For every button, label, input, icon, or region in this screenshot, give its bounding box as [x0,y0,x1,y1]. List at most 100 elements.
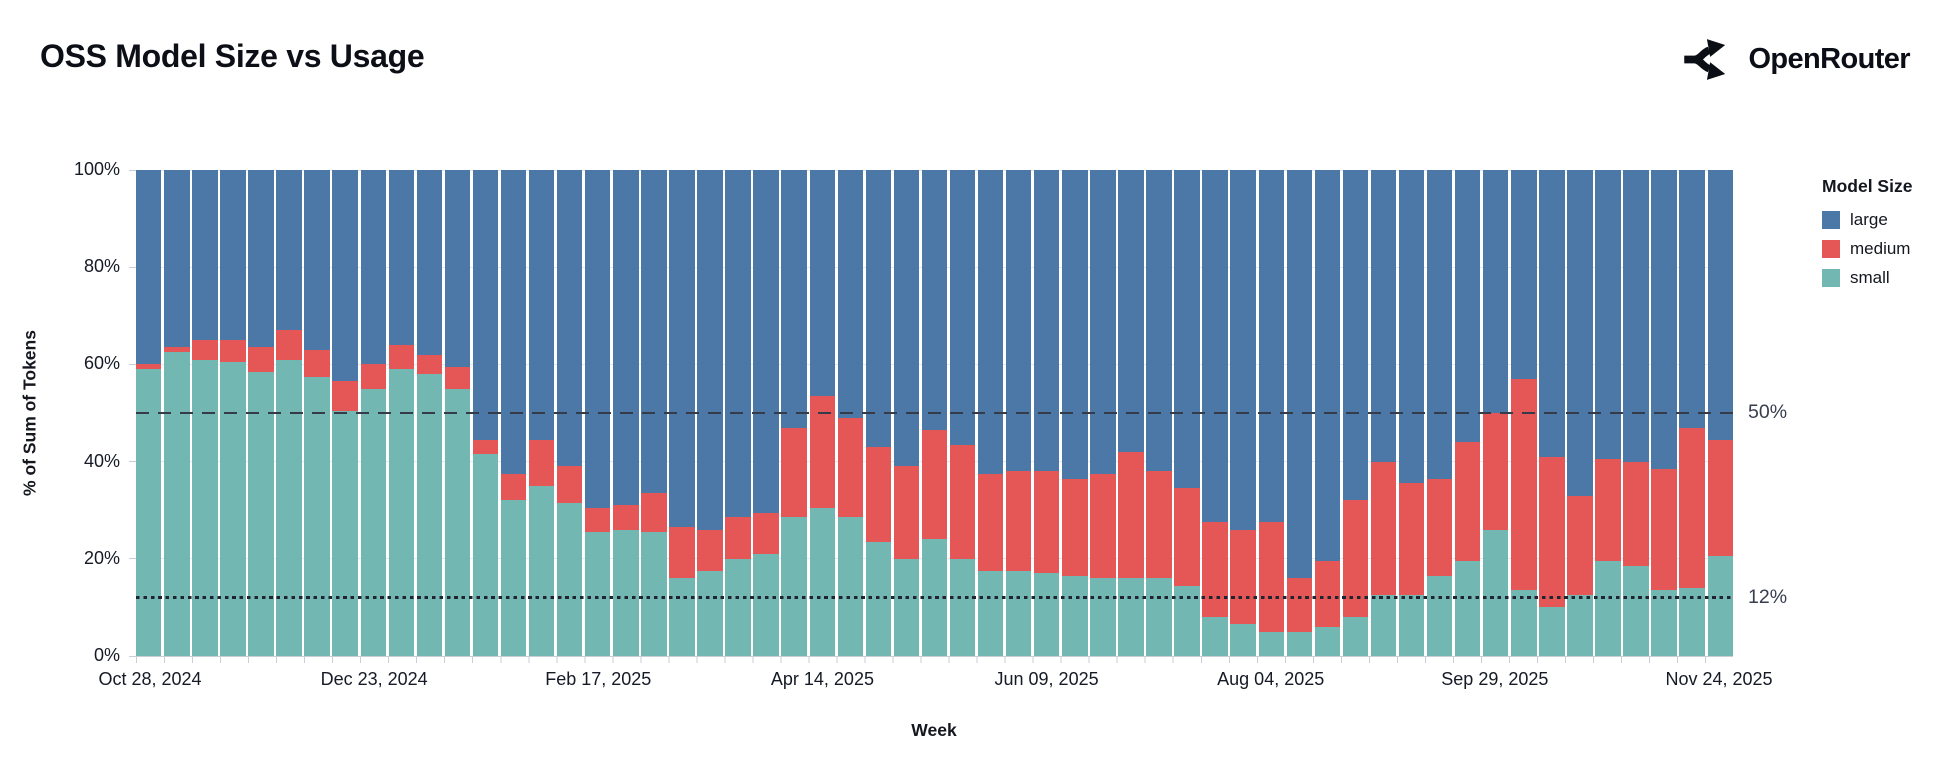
bar-segment-medium [1511,378,1537,591]
stacked-bar [416,170,443,656]
stacked-bar [276,170,302,656]
bar-segment-small [1005,570,1032,656]
bar-segment-medium [1230,529,1256,625]
bar-segment-small [444,388,471,656]
bar-segment-large [528,170,555,440]
stacked-bar [1258,170,1284,656]
bar-segment-small [1342,617,1369,656]
bar-segment-small [136,369,162,656]
bar-segment-small [781,517,807,656]
page-title: OSS Model Size vs Usage [40,38,425,74]
bar-segment-medium [1062,478,1088,576]
openrouter-logo-icon [1683,38,1733,81]
legend-label: large [1850,210,1888,229]
stacked-bar [388,170,415,656]
bar-segment-large [388,170,415,345]
bar-segment-medium [1370,461,1397,596]
bar-segment-medium [1090,473,1116,579]
bar-segment-small [949,558,976,656]
bar-segment-small [837,517,864,656]
openrouter-logo[interactable]: OpenRouter [1683,38,1911,81]
bar-segment-medium [1005,471,1032,571]
stacked-bar [500,170,527,656]
bar-segment-small [1286,631,1313,656]
bar-segment-large [472,170,499,440]
bar-segment-large [921,170,948,430]
y-tick-label: 100% [73,159,120,179]
bar-segment-large [500,170,527,474]
bar-segment-medium [528,439,555,486]
stacked-bar [332,170,358,656]
stacked-bar [697,170,723,656]
stacked-bar [1202,170,1228,656]
stacked-bar [1090,170,1116,656]
bars-group [136,170,1733,656]
bar-segment-medium [1034,471,1060,574]
bar-segment-medium [697,529,723,571]
stacked-bar [1118,170,1144,656]
bar-segment-large [697,170,723,530]
bar-segment-small [332,410,358,656]
bar-segment-medium [641,493,667,533]
bar-segment-small [1258,631,1284,656]
stacked-bar [1314,170,1341,656]
bar-segment-small [1483,529,1509,656]
stacked-bar [1483,170,1509,656]
bar-segment-small [1707,556,1733,656]
bar-segment-small [725,558,751,656]
bar-segment-large [1258,170,1284,523]
bar-segment-small [1454,561,1481,656]
bar-segment-medium [388,344,415,370]
bar-segment-large [1005,170,1032,472]
bar-segment-medium [248,347,274,372]
stacked-bar [1426,170,1453,656]
bar-segment-large [1314,170,1341,562]
bar-segment-large [669,170,695,528]
bar-segment-medium [921,430,948,540]
bar-segment-medium [977,473,1004,571]
bar-segment-medium [781,427,807,518]
stacked-bar [865,170,892,656]
stacked-bar [949,170,976,656]
bar-segment-large [1567,170,1593,496]
x-tick-label: Jun 09, 2025 [994,669,1099,689]
bar-segment-small [1679,587,1705,656]
bar-segment-medium [1258,522,1284,632]
bar-segment-small [893,558,920,656]
stacked-bar [1230,170,1256,656]
bar-segment-medium [1174,488,1200,586]
bar-segment-small [556,502,583,656]
stacked-bar [1062,170,1088,656]
bar-segment-small [276,359,302,656]
stacked-bar [220,170,246,656]
bar-segment-small [1539,607,1565,656]
bar-segment-large [1146,170,1172,472]
legend-swatch-medium [1822,240,1840,258]
bar-segment-small [669,578,695,656]
bar-segment-large [1426,170,1453,479]
stacked-bar [136,170,162,656]
bar-segment-large [1286,170,1313,579]
bar-segment-small [220,361,246,656]
y-tick-label: 0% [93,645,120,665]
stacked-bar [1146,170,1172,656]
bar-segment-large [1595,170,1621,460]
bar-segment-medium [585,507,611,533]
stacked-bar [725,170,751,656]
stacked-bar [1595,170,1621,656]
bar-segment-medium [669,527,695,579]
bar-segment-large [809,170,835,396]
bar-segment-medium [1202,522,1228,618]
legend-label: medium [1850,239,1911,258]
legend-items: large medium small [1822,210,1912,288]
y-tick-label: 80% [83,256,120,277]
stacked-bar [360,170,386,656]
x-tick-label: Aug 04, 2025 [1217,669,1325,689]
bar-segment-medium [1707,439,1733,557]
stacked-bar [444,170,471,656]
bar-segment-small [248,371,274,656]
stacked-bar [641,170,667,656]
bar-segment-small [1426,575,1453,656]
bar-segment-small [360,388,386,656]
